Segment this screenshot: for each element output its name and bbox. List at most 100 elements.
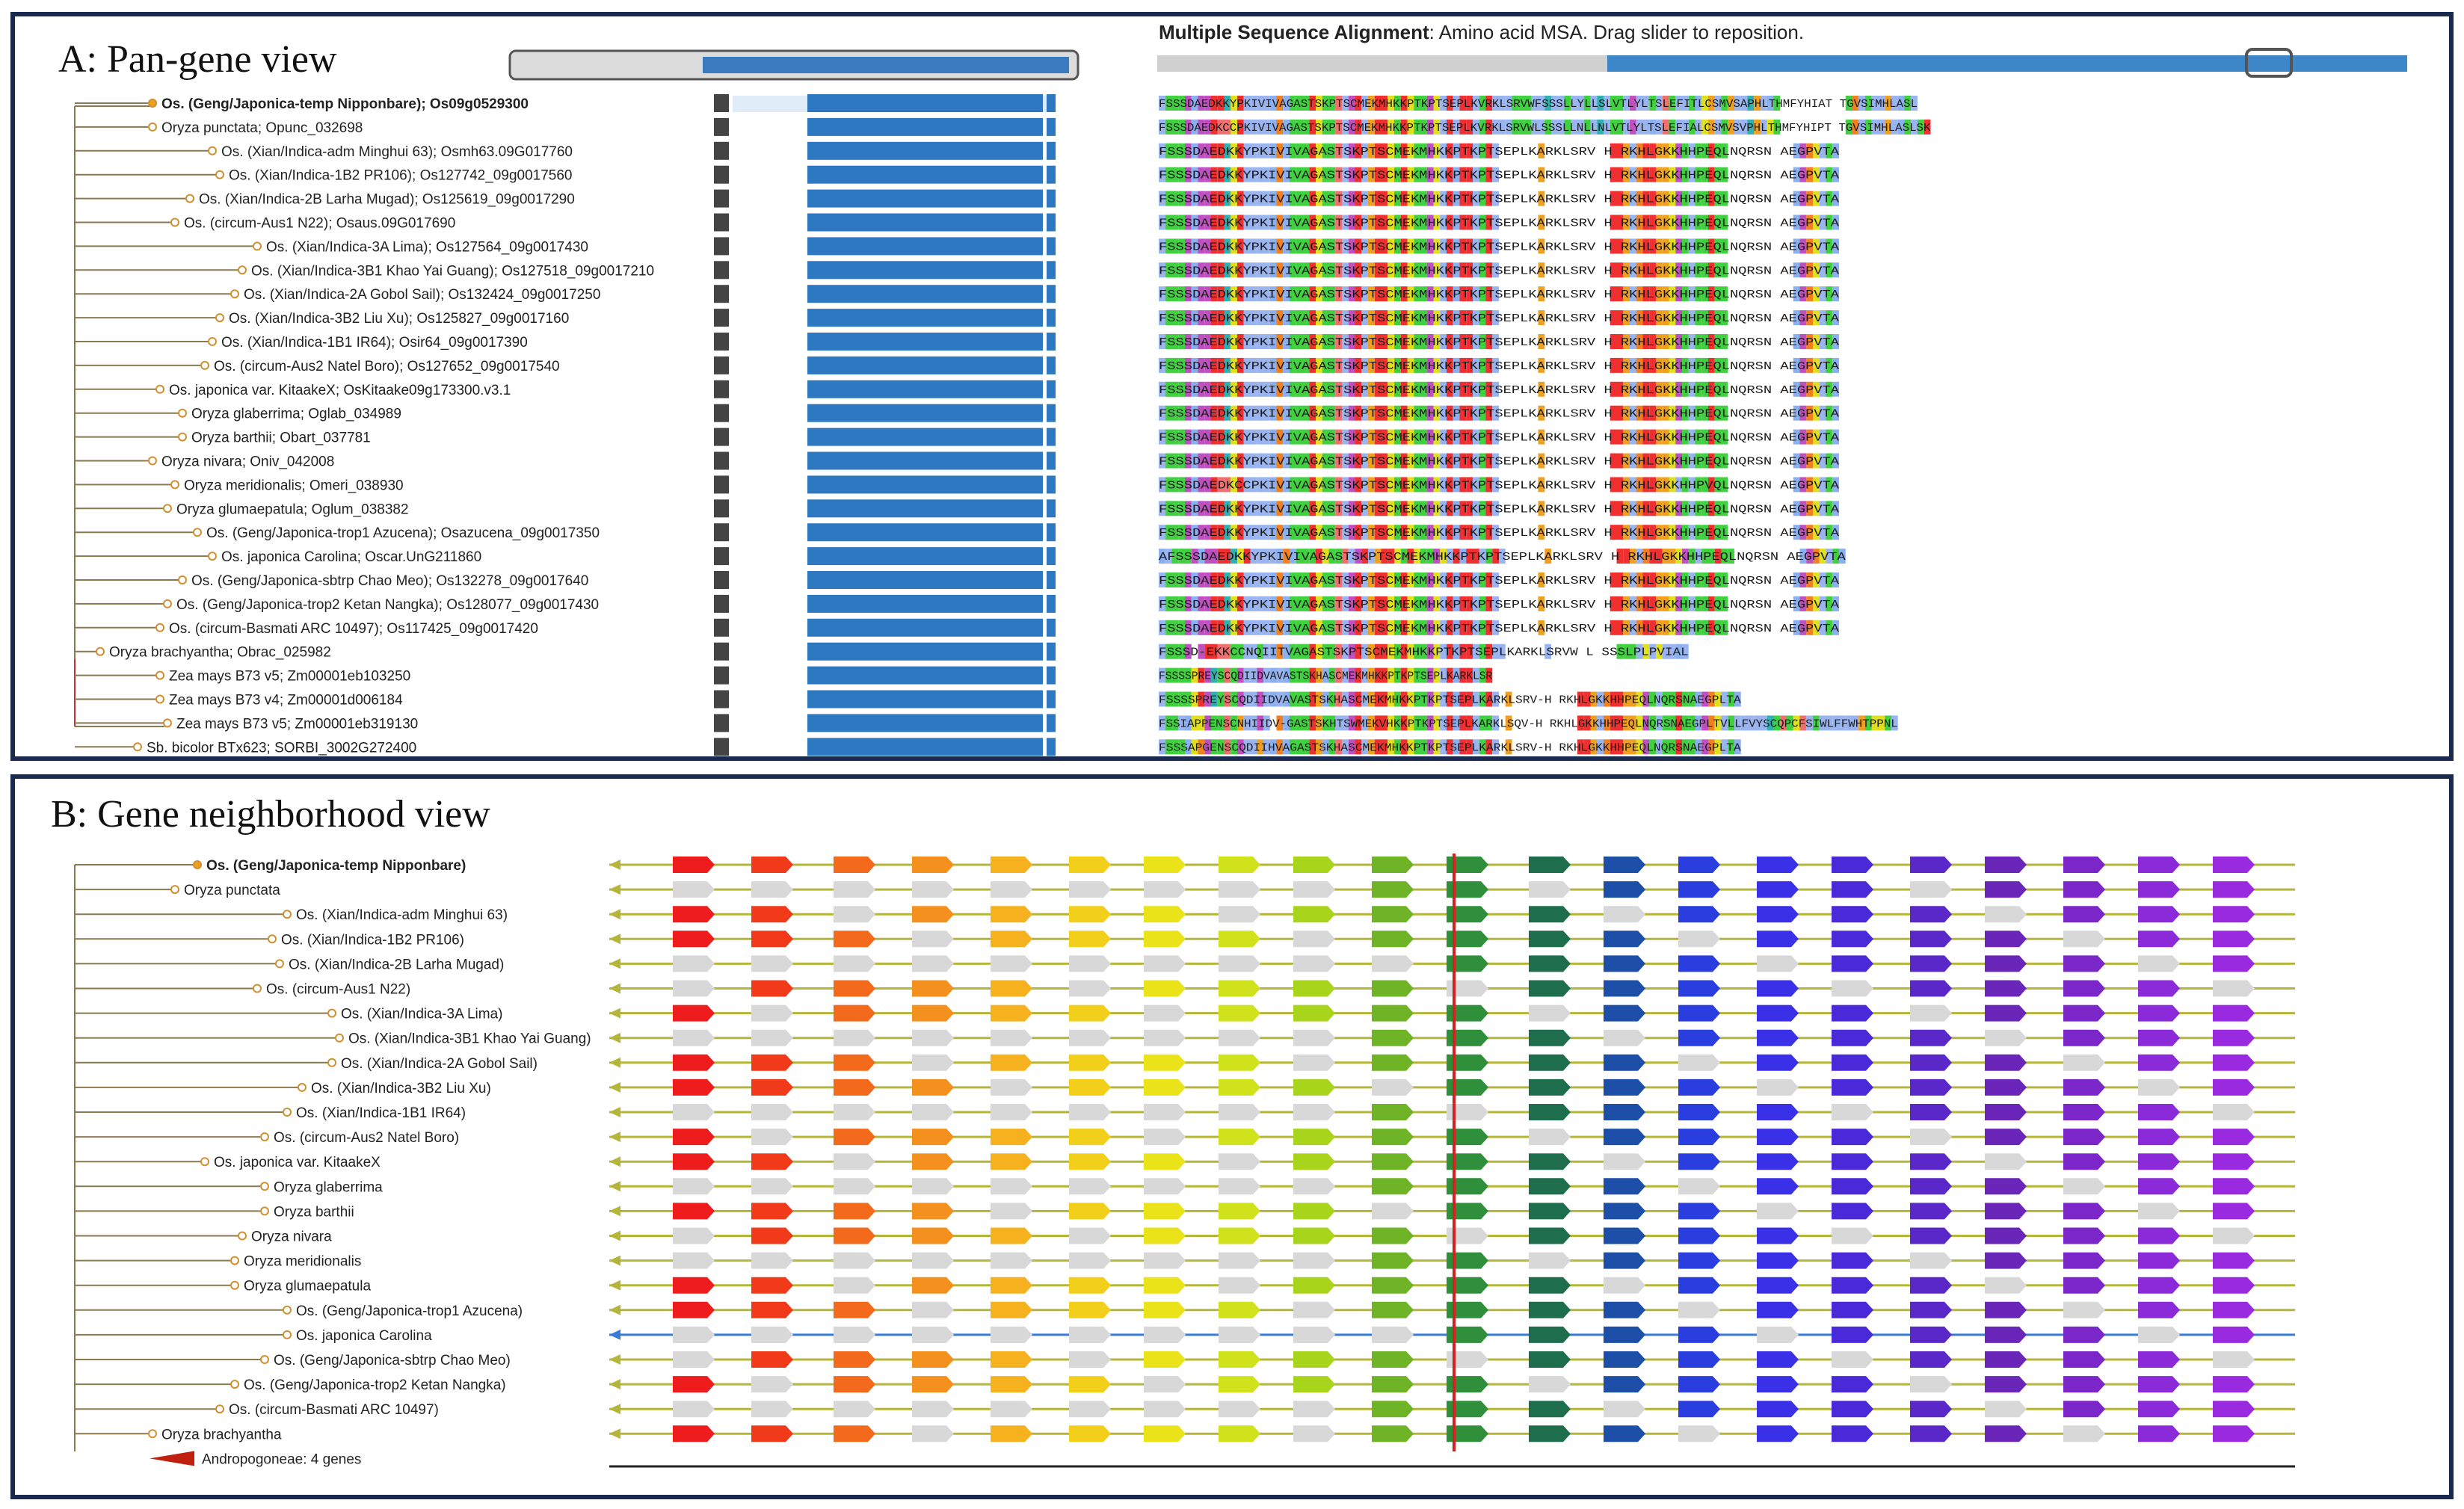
gene-arrow[interactable] bbox=[1910, 1178, 1952, 1195]
gene-arrow[interactable] bbox=[2213, 1078, 2255, 1096]
gene-arrow[interactable] bbox=[1293, 881, 1335, 898]
gene-arrow[interactable] bbox=[1069, 1277, 1111, 1294]
gene-arrow[interactable] bbox=[1293, 1203, 1335, 1220]
msa-slider-handle[interactable] bbox=[2245, 48, 2293, 78]
gene-arrow[interactable] bbox=[1910, 1054, 1952, 1071]
gene-arrow[interactable] bbox=[1678, 1178, 1720, 1195]
gene-arrow[interactable] bbox=[673, 1104, 715, 1120]
gene-arrow[interactable] bbox=[751, 1178, 793, 1195]
gene-arrow[interactable] bbox=[2063, 1252, 2105, 1269]
tree-leaf-node[interactable] bbox=[275, 959, 284, 969]
gene-arrow[interactable] bbox=[834, 1227, 875, 1244]
gene-arrow[interactable] bbox=[1757, 1425, 1799, 1442]
gene-arrow[interactable] bbox=[1372, 1301, 1414, 1318]
gene-arrow[interactable] bbox=[912, 1029, 954, 1046]
gene-arrow[interactable] bbox=[2213, 857, 2255, 873]
gene-arrow[interactable] bbox=[1069, 1078, 1111, 1096]
gene-arrow[interactable] bbox=[2213, 1301, 2255, 1318]
tree-leaf-label[interactable]: Os. (Xian/Indica-3B1 Khao Yai Guang) bbox=[348, 1031, 591, 1047]
gene-arrow[interactable] bbox=[1069, 857, 1111, 873]
gene-arrow[interactable] bbox=[1529, 1104, 1571, 1120]
gene-arrow[interactable] bbox=[1757, 980, 1799, 997]
gene-arrow[interactable] bbox=[1372, 1078, 1414, 1096]
gene-arrow[interactable] bbox=[2063, 1129, 2105, 1146]
gene-arrow[interactable] bbox=[1069, 906, 1111, 923]
gene-arrow[interactable] bbox=[2063, 931, 2105, 948]
gene-arrow[interactable] bbox=[1447, 1351, 1488, 1368]
gene-arrow[interactable] bbox=[751, 857, 793, 873]
gene-arrow[interactable] bbox=[1293, 1252, 1335, 1269]
gene-arrow[interactable] bbox=[1985, 1326, 2027, 1343]
msa-row-text[interactable]: FSSSDAEDKKYPKIVIVAGASTSKPTSCMEKMHKKPTKPT… bbox=[1159, 456, 1839, 469]
gene-arrow[interactable] bbox=[2213, 980, 2255, 997]
gene-arrow[interactable] bbox=[2063, 1104, 2105, 1120]
gene-arrow[interactable] bbox=[673, 1005, 715, 1022]
gene-arrow[interactable] bbox=[1678, 1425, 1720, 1442]
gene-arrow[interactable] bbox=[834, 1326, 875, 1343]
gene-arrow[interactable] bbox=[1219, 1178, 1260, 1195]
tree-leaf-node[interactable] bbox=[185, 194, 194, 203]
gene-arrow[interactable] bbox=[1910, 1376, 1952, 1393]
gene-arrow[interactable] bbox=[2138, 980, 2180, 997]
gene-arrow[interactable] bbox=[1219, 1326, 1260, 1343]
gene-arrow[interactable] bbox=[2138, 1301, 2180, 1318]
gene-arrow[interactable] bbox=[1447, 1005, 1488, 1022]
gene-arrow[interactable] bbox=[834, 1376, 875, 1393]
gene-arrow[interactable] bbox=[1529, 1029, 1571, 1046]
tree-leaf-node[interactable] bbox=[200, 360, 209, 370]
gene-arrow[interactable] bbox=[2138, 1376, 2180, 1393]
gene-arrow[interactable] bbox=[1529, 980, 1571, 997]
gene-arrow[interactable] bbox=[1144, 1203, 1186, 1220]
gene-arrow[interactable] bbox=[912, 1425, 954, 1442]
gene-arrow[interactable] bbox=[1219, 1153, 1260, 1170]
gene-arrow[interactable] bbox=[1293, 1054, 1335, 1071]
gene-arrow[interactable] bbox=[1219, 1252, 1260, 1269]
gene-arrow[interactable] bbox=[2063, 980, 2105, 997]
gene-arrow[interactable] bbox=[1372, 1227, 1414, 1244]
gene-arrow[interactable] bbox=[1985, 906, 2027, 923]
tree-leaf-node[interactable] bbox=[163, 504, 172, 513]
tree-leaf-label[interactable]: Os. (Xian/Indica-1B1 IR64); Osir64_09g00… bbox=[221, 335, 528, 351]
gene-arrow[interactable] bbox=[2138, 1005, 2180, 1022]
tree-leaf-node[interactable] bbox=[268, 934, 277, 944]
gene-arrow[interactable] bbox=[912, 1351, 954, 1368]
gene-arrow[interactable] bbox=[991, 1401, 1032, 1418]
gene-arrow[interactable] bbox=[673, 1203, 715, 1220]
gene-arrow[interactable] bbox=[912, 881, 954, 898]
gene-arrow[interactable] bbox=[1293, 931, 1335, 948]
tree-leaf-node[interactable] bbox=[155, 623, 164, 632]
gene-arrow[interactable] bbox=[1832, 955, 1873, 972]
gene-arrow[interactable] bbox=[1757, 1301, 1799, 1318]
gene-arrow[interactable] bbox=[912, 1005, 954, 1022]
gene-arrow[interactable] bbox=[751, 1129, 793, 1146]
gene-arrow[interactable] bbox=[1372, 1351, 1414, 1368]
gene-arrow[interactable] bbox=[1604, 881, 1645, 898]
gene-arrow[interactable] bbox=[1219, 980, 1260, 997]
gene-arrow[interactable] bbox=[751, 1054, 793, 1071]
gene-arrow[interactable] bbox=[1293, 1301, 1335, 1318]
tree-leaf-node[interactable] bbox=[155, 694, 164, 704]
msa-row-text[interactable]: FSSSDAEDKKYPKIVIVAGASTSKPTSCMEKMHKKPTKPT… bbox=[1159, 623, 1839, 635]
gene-arrow[interactable] bbox=[2213, 1252, 2255, 1269]
tree-leaf-node[interactable] bbox=[238, 265, 247, 275]
gene-arrow[interactable] bbox=[1069, 1005, 1111, 1022]
gene-arrow[interactable] bbox=[1219, 1401, 1260, 1418]
tree-leaf-node[interactable] bbox=[155, 670, 164, 680]
gene-arrow[interactable] bbox=[1985, 931, 2027, 948]
gene-arrow[interactable] bbox=[1069, 1252, 1111, 1269]
gene-arrow[interactable] bbox=[1985, 1203, 2027, 1220]
gene-arrow[interactable] bbox=[673, 1301, 715, 1318]
gene-arrow[interactable] bbox=[1372, 1029, 1414, 1046]
gene-arrow[interactable] bbox=[2213, 1351, 2255, 1368]
gene-arrow[interactable] bbox=[912, 1227, 954, 1244]
gene-arrow[interactable] bbox=[673, 1401, 715, 1418]
tree-leaf-label[interactable]: Oryza glaberrima bbox=[274, 1179, 383, 1195]
gene-arrow[interactable] bbox=[834, 906, 875, 923]
gene-arrow[interactable] bbox=[1678, 1401, 1720, 1418]
tree-leaf-label[interactable]: Oryza punctata; Opunc_032698 bbox=[161, 120, 363, 136]
gene-arrow[interactable] bbox=[2213, 955, 2255, 972]
gene-arrow[interactable] bbox=[2063, 1401, 2105, 1418]
gene-arrow[interactable] bbox=[1219, 955, 1260, 972]
gene-arrow[interactable] bbox=[1219, 1301, 1260, 1318]
gene-arrow[interactable] bbox=[1372, 1326, 1414, 1343]
